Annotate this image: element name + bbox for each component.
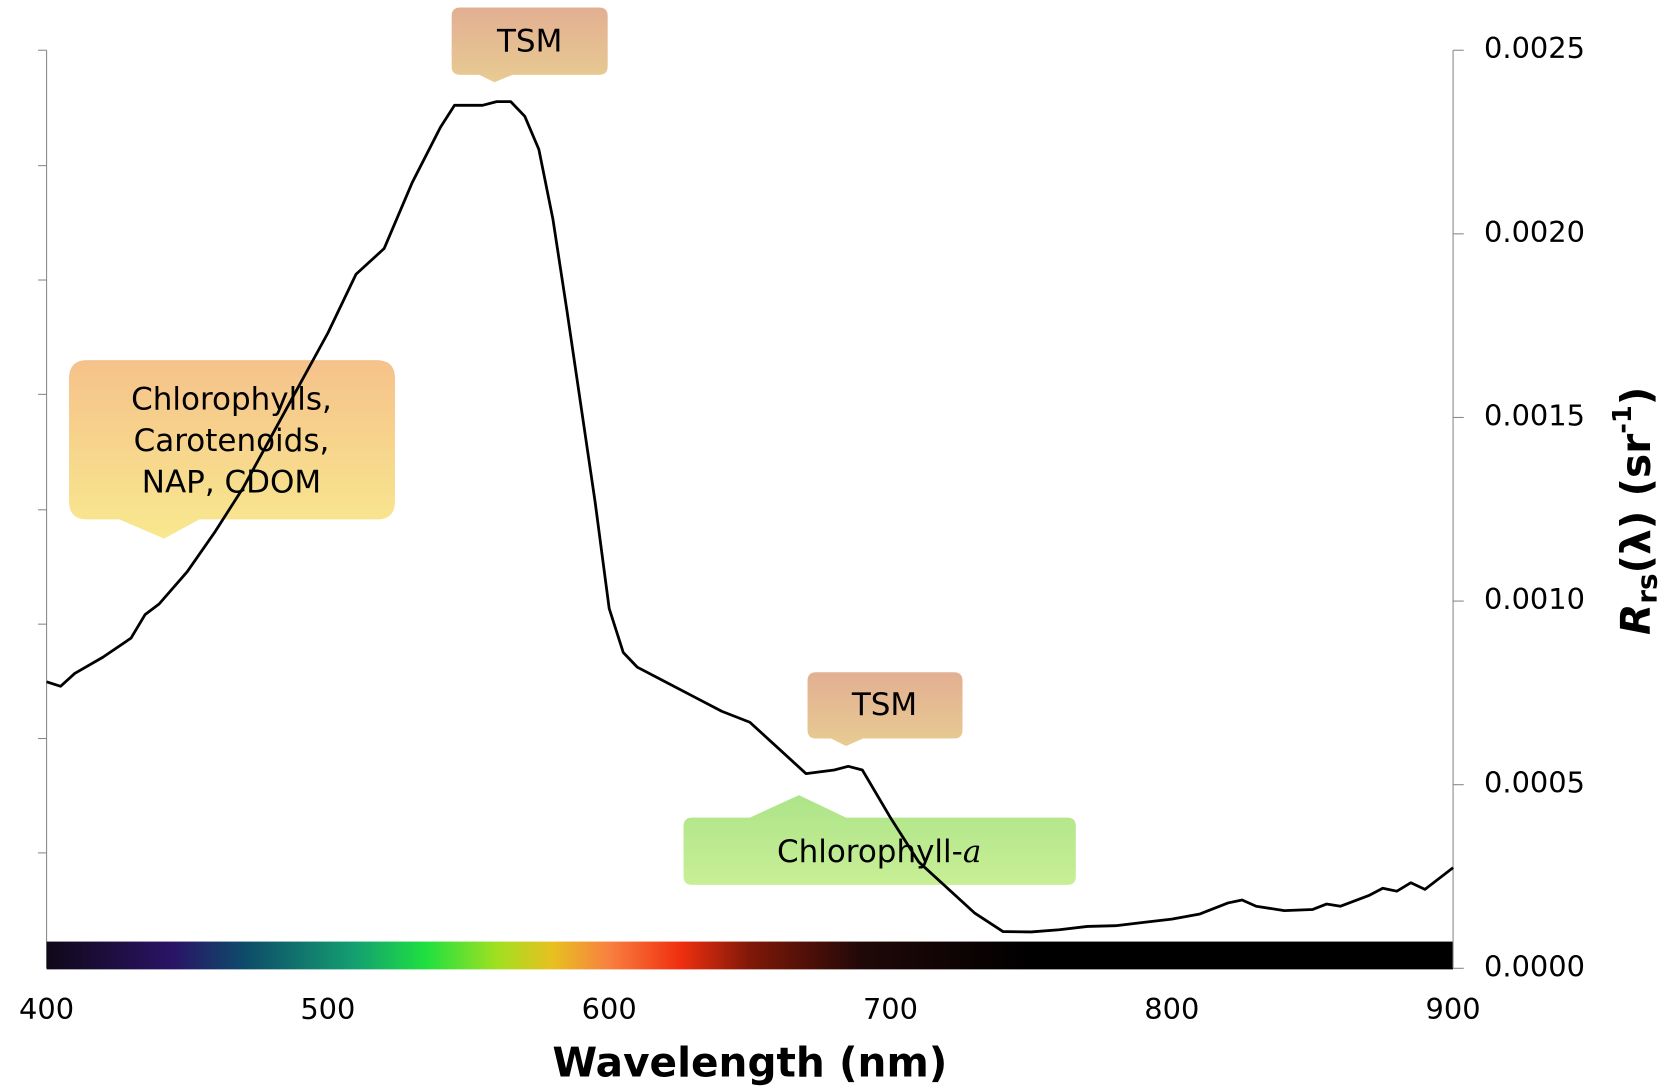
annotation: TSM <box>496 23 562 59</box>
callout-chl-a: Chlorophyll-a <box>683 795 1076 885</box>
callout-tsm-1: TSM <box>451 7 608 83</box>
annotation: Chlorophylls, <box>131 381 332 417</box>
x-tick-label: 800 <box>1144 992 1199 1026</box>
callout-pigments: Chlorophylls, Carotenoids, NAP, CDOM <box>69 360 395 539</box>
annotation-text: Chlorophyll- <box>777 833 963 869</box>
y-label-part: R <box>1612 604 1660 635</box>
y-label-part: -1 <box>1608 405 1638 433</box>
annotation: NAP, CDOM <box>142 465 321 501</box>
x-tick-label: 700 <box>863 992 918 1026</box>
y-label-part: rs <box>1631 573 1664 603</box>
y-tick-label: 0.0005 <box>1484 766 1585 800</box>
callout-tsm-2: TSM <box>807 672 963 746</box>
y-tick-label: 0.0020 <box>1484 215 1585 249</box>
left-axis <box>38 49 48 969</box>
y-axis-label: Rrs(λ) (sr-1) <box>1608 387 1664 635</box>
x-tick-label: 400 <box>19 992 74 1026</box>
spectrum-bar <box>46 941 1454 970</box>
y-label-part: ) <box>1612 387 1660 406</box>
annotation: TSM <box>851 687 917 723</box>
y-tick-label: 0.0015 <box>1484 398 1585 432</box>
y-tick-label: 0.0000 <box>1484 949 1585 983</box>
annotation-italic: a <box>963 833 981 869</box>
x-tick-label: 600 <box>582 992 637 1026</box>
y-label-part: (λ) (sr <box>1612 434 1660 574</box>
x-axis-label: Wavelength (nm) <box>552 1039 947 1087</box>
x-tick-label: 500 <box>300 992 355 1026</box>
y-tick-label: 0.0025 <box>1484 31 1585 65</box>
annotation: Carotenoids, <box>134 423 330 459</box>
y-tick-label: 0.0010 <box>1484 582 1585 616</box>
data-line <box>46 100 1454 934</box>
annotation: Chlorophyll-a <box>777 833 981 869</box>
x-tick-label: 900 <box>1426 992 1481 1026</box>
